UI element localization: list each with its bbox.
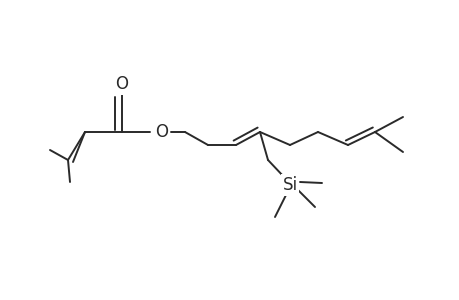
Text: Si: Si (282, 176, 297, 194)
Text: O: O (155, 123, 168, 141)
Text: O: O (115, 75, 128, 93)
